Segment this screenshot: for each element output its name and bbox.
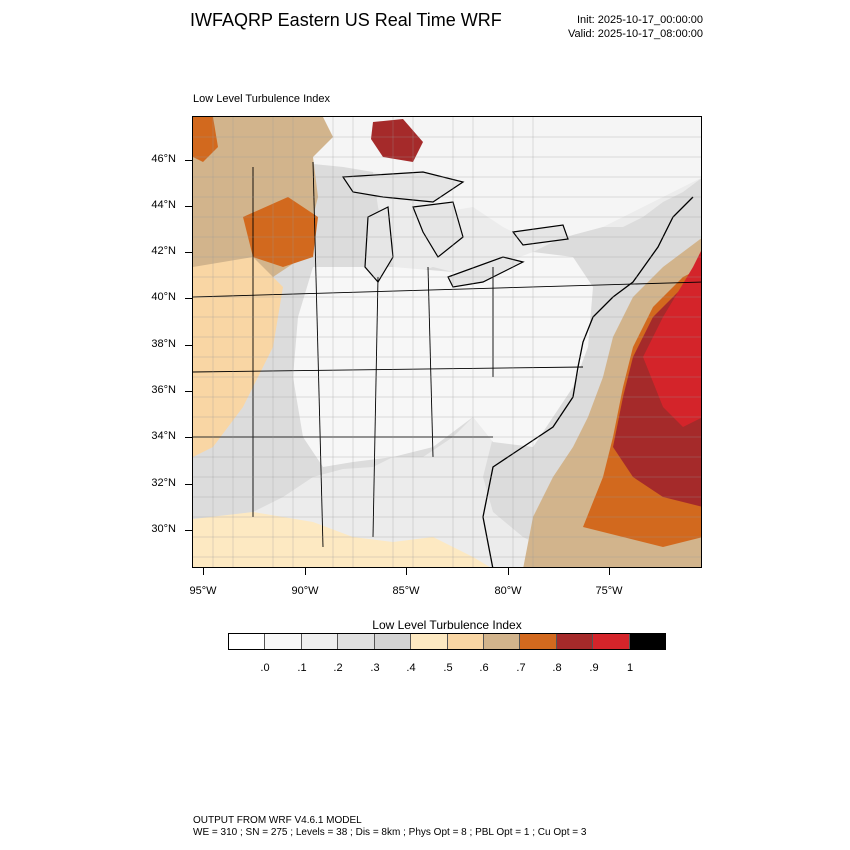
map-frame (192, 116, 702, 568)
colorbar-label: .4 (406, 662, 416, 674)
colorbar-swatch (447, 634, 484, 649)
colorbar-swatch (520, 634, 557, 649)
map-svg (193, 117, 701, 567)
lon-label-95w: 95°W (189, 585, 217, 597)
lon-label-80w: 80°W (494, 585, 522, 597)
colorbar-label: .3 (370, 662, 380, 674)
lon-label-75w: 75°W (595, 585, 623, 597)
lat-label-42n: 42°N (151, 245, 176, 257)
plot-title: IWFAQRP Eastern US Real Time WRF (190, 10, 502, 30)
colorbar-label: .5 (443, 662, 453, 674)
county-grid (193, 117, 701, 567)
low-index-interior (293, 252, 593, 467)
lake-huron (412, 201, 464, 258)
colorbar-label: .2 (333, 662, 343, 674)
east-coastline (482, 196, 694, 567)
lat-label-36n: 36°N (151, 384, 176, 396)
colorbar-title: Low Level Turbulence Index (372, 618, 522, 632)
lat-tick (185, 206, 192, 207)
colorbar-swatch (301, 634, 339, 649)
model-footer: OUTPUT FROM WRF V4.6.1 MODEL WE = 310 ; … (193, 815, 586, 839)
colorbar-swatch (374, 634, 412, 649)
colorbar-label: .1 (297, 662, 307, 674)
lat-label-34n: 34°N (151, 430, 176, 442)
lake-erie (447, 256, 525, 288)
colorbar-swatch (629, 634, 666, 649)
lon-tick (508, 568, 509, 575)
northwest-orange-cell (193, 117, 218, 162)
colorbar-label: 1 (626, 662, 634, 674)
lat-label-38n: 38°N (151, 338, 176, 350)
colorbar-label: .6 (479, 662, 489, 674)
lon-label-90w: 90°W (291, 585, 319, 597)
lake-ontario (511, 224, 569, 246)
colorbar-swatch (265, 634, 302, 649)
colorbar-label: .8 (552, 662, 562, 674)
lat-tick (185, 484, 192, 485)
map-field-label: Low Level Turbulence Index (193, 93, 330, 105)
colorbar-swatch (411, 634, 448, 649)
lat-tick (185, 530, 192, 531)
lon-tick (609, 568, 610, 575)
lat-label-32n: 32°N (151, 477, 176, 489)
valid-time: Valid: 2025-10-17_08:00:00 (568, 28, 703, 40)
lon-tick (305, 568, 306, 575)
colorbar-label: .0 (260, 662, 270, 674)
init-time: Init: 2025-10-17_00:00:00 (577, 14, 703, 26)
colorbar-label: .7 (516, 662, 526, 674)
upper-peninsula-cell (371, 119, 423, 162)
colorbar (228, 633, 666, 650)
lon-label-85w: 85°W (392, 585, 420, 597)
atlantic-red (643, 251, 701, 427)
lat-tick (185, 391, 192, 392)
lat-tick (185, 252, 192, 253)
wisconsin-orange-cell (243, 197, 318, 267)
lat-label-40n: 40°N (151, 291, 176, 303)
lat-tick (185, 160, 192, 161)
lat-label-44n: 44°N (151, 199, 176, 211)
lat-label-46n: 46°N (151, 153, 176, 165)
colorbar-label: .9 (589, 662, 599, 674)
lat-label-30n: 30°N (151, 523, 176, 535)
lon-tick (406, 568, 407, 575)
colorbar-swatch (593, 634, 630, 649)
gulf-light-tan (193, 512, 490, 567)
colorbar-swatch (556, 634, 594, 649)
lat-tick (185, 298, 192, 299)
colorbar-swatch (338, 634, 375, 649)
footer-line-2: WE = 310 ; SN = 275 ; Levels = 38 ; Dis … (193, 827, 587, 838)
footer-line-1: OUTPUT FROM WRF V4.6.1 MODEL (193, 815, 362, 826)
lat-tick (185, 437, 192, 438)
colorbar-swatch (483, 634, 521, 649)
lat-tick (185, 345, 192, 346)
colorbar-swatch (229, 634, 266, 649)
lake-michigan (364, 206, 394, 284)
lon-tick (203, 568, 204, 575)
